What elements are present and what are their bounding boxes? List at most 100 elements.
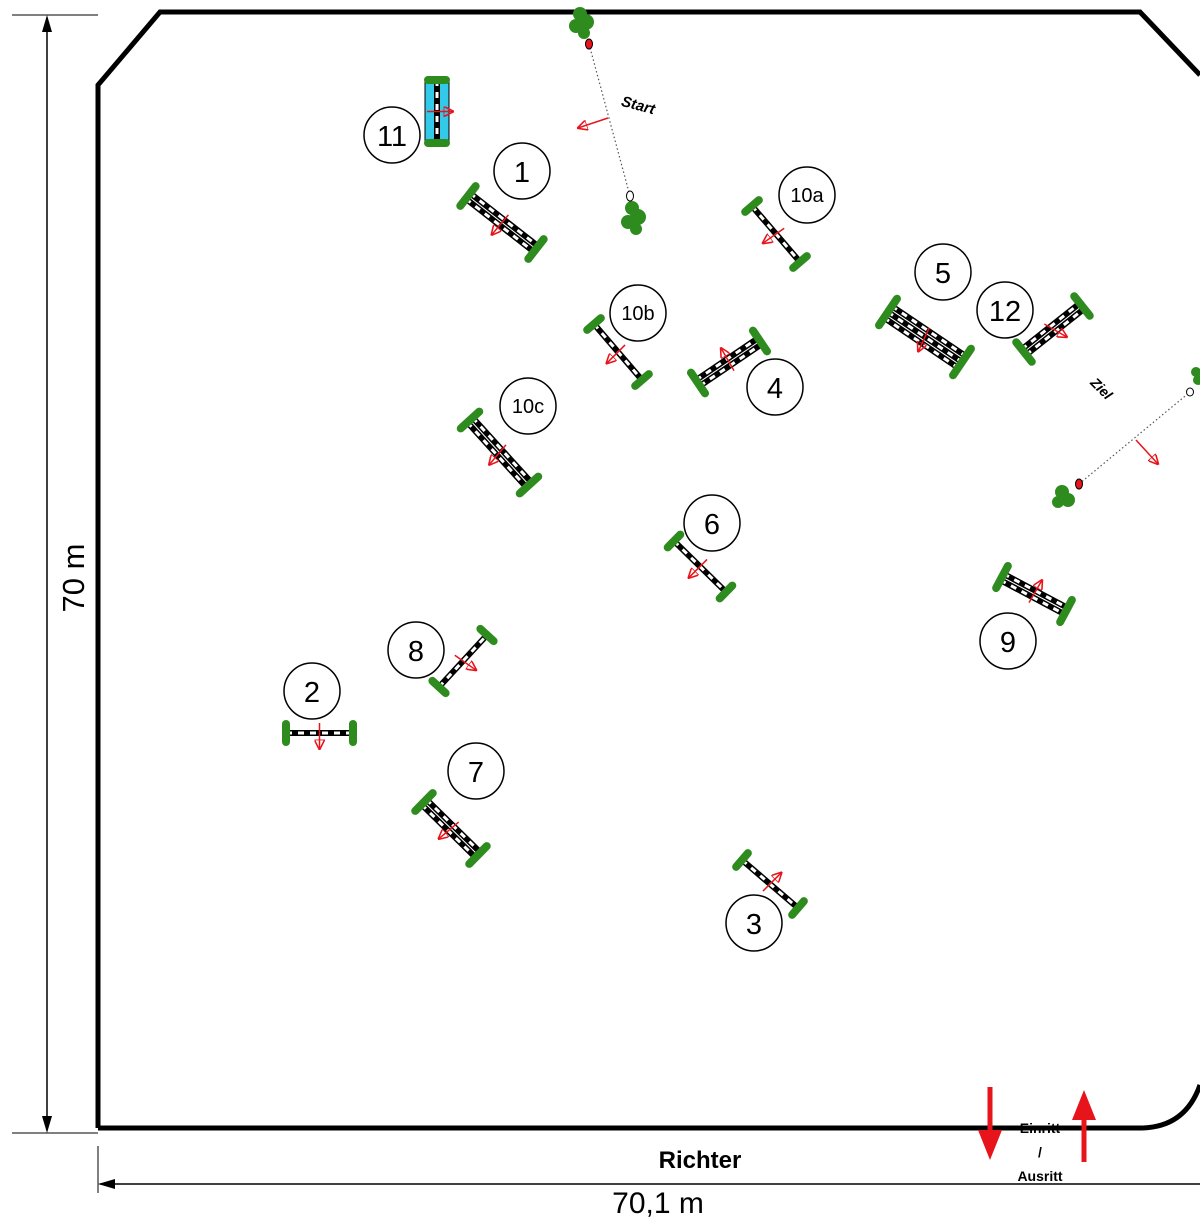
obstacle-1	[456, 182, 548, 263]
obstacle-10c	[456, 407, 543, 498]
rail-stripe	[464, 197, 535, 253]
obstacle-number-4: 4	[746, 358, 804, 416]
rail-stripe	[883, 316, 959, 370]
height-label: 70 m	[56, 544, 91, 613]
obstacle-number-9: 9	[979, 612, 1037, 670]
obstacle-label-10b: 10b	[621, 303, 654, 325]
direction-arrow	[1028, 580, 1042, 604]
obstacle-10b	[583, 314, 653, 390]
plant-standard	[949, 344, 975, 380]
plant-standard	[515, 472, 543, 498]
obstacle-label-1: 1	[514, 157, 530, 189]
obstacle-2	[282, 720, 357, 749]
direction-arrow	[918, 327, 930, 352]
width-label: 70,1 m	[612, 1187, 704, 1218]
direction-arrow	[439, 821, 460, 839]
direction-arrow	[454, 654, 476, 670]
obstacle-label-10c: 10c	[512, 396, 544, 418]
obstacle-3	[732, 849, 808, 919]
obstacle-number-2: 2	[283, 662, 341, 720]
entrance-label-2: /	[1038, 1144, 1042, 1160]
height-dimension: 70 m	[12, 14, 98, 1134]
obstacle-7	[411, 789, 491, 868]
plant-standard	[1056, 595, 1076, 627]
plant-standard	[456, 407, 484, 433]
direction-arrow	[689, 558, 708, 577]
obstacle-label-9: 9	[1000, 627, 1016, 659]
entrance-label-1: Einritt	[1020, 1120, 1061, 1136]
obstacle-number-10b: 10b	[609, 284, 667, 342]
obstacles	[282, 76, 1094, 919]
obstacle-label-12: 12	[989, 296, 1021, 328]
width-dimension: 70,1 m	[97, 1146, 1200, 1218]
plant-standard	[411, 789, 437, 815]
plant-standard	[732, 849, 752, 871]
obstacle-label-5: 5	[935, 258, 951, 290]
plant-standard	[465, 842, 491, 868]
rail-stripe	[469, 192, 540, 248]
start-line: Start	[569, 7, 658, 235]
obstacle-number-1: 1	[493, 142, 551, 200]
rail-stripe	[1025, 307, 1086, 356]
direction-arrow	[763, 227, 785, 243]
plant-standard	[741, 196, 763, 216]
plant-standard	[428, 676, 450, 698]
plant-standard	[788, 897, 808, 919]
obstacle-number-6: 6	[683, 494, 741, 552]
direction-arrow	[762, 873, 781, 892]
obstacle-label-8: 8	[408, 636, 424, 668]
plant-standard	[875, 294, 901, 330]
plant-standard	[992, 561, 1012, 593]
obstacle-8	[428, 624, 498, 698]
finish-line: Ziel	[1052, 367, 1200, 508]
rail-stripe	[1020, 302, 1081, 351]
arena-border	[95, 9, 1200, 1131]
obstacle-label-4: 4	[767, 373, 783, 405]
direction-arrow	[721, 348, 735, 372]
obstacle-number-10a: 10a	[778, 166, 836, 224]
rail-stripe	[471, 416, 533, 484]
obstacle-9	[992, 561, 1076, 627]
obstacle-4	[686, 326, 772, 398]
obstacle-5	[875, 294, 975, 380]
obstacle-number-11: 11	[363, 106, 421, 164]
direction-arrow	[607, 344, 626, 363]
judge-label: Richter	[659, 1147, 742, 1174]
obstacle-number-10c: 10c	[499, 377, 557, 435]
obstacle-10a	[741, 196, 811, 272]
finish-label: Ziel	[1087, 374, 1117, 404]
plant-standard	[1070, 292, 1094, 320]
plant-standard	[1012, 338, 1036, 366]
plant-standard	[789, 252, 811, 272]
obstacle-label-11: 11	[377, 121, 407, 153]
obstacle-label-7: 7	[468, 757, 484, 789]
plant-standard	[686, 368, 710, 398]
direction-arrow	[1043, 323, 1067, 337]
obstacle-number-7: 7	[447, 742, 505, 800]
plant-standard	[524, 235, 548, 263]
obstacle-number-12: 12	[976, 281, 1034, 339]
rail-stripe	[466, 421, 528, 489]
plant-standard	[631, 370, 653, 390]
plant-standard	[456, 182, 480, 210]
obstacle-label-3: 3	[746, 909, 762, 941]
plant-standard	[476, 624, 498, 646]
direction-arrow	[489, 444, 507, 465]
start-label: Start	[619, 93, 657, 119]
obstacle-label-2: 2	[304, 677, 320, 709]
obstacle-label-6: 6	[704, 509, 720, 541]
obstacle-11	[424, 76, 453, 147]
obstacle-number-5: 5	[914, 243, 972, 301]
obstacle-number-3: 3	[725, 894, 783, 952]
obstacle-6	[663, 530, 737, 603]
direction-arrow	[492, 214, 510, 235]
rail-stripe	[891, 304, 967, 358]
obstacle-number-8: 8	[387, 621, 445, 679]
plant-standard	[663, 530, 685, 552]
entrance-label-3: Ausritt	[1017, 1168, 1062, 1184]
entrance-exit-marker: Einritt / Ausritt	[978, 1087, 1096, 1184]
rail-stripe	[887, 310, 963, 364]
obstacle-12	[1012, 292, 1094, 366]
plant-standard	[748, 326, 772, 356]
